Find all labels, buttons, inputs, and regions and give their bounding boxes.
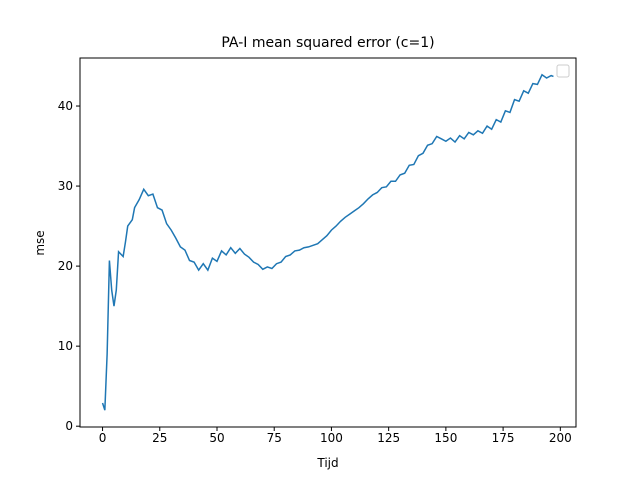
y-tick-label: 0 (65, 419, 73, 433)
plot-frame (79, 57, 577, 428)
data-line (101, 73, 554, 411)
x-axis-label: Tijd (316, 456, 338, 470)
x-tick-label: 50 (209, 431, 224, 445)
x-tick-label: 200 (549, 431, 572, 445)
x-tick-label: 75 (267, 431, 282, 445)
x-tick-label: 150 (434, 431, 457, 445)
x-tick-label: 125 (377, 431, 400, 445)
chart-title: PA-I mean squared error (c=1) (221, 35, 434, 51)
y-tick-label: 10 (58, 339, 73, 353)
x-tick-label: 175 (492, 431, 515, 445)
legend (556, 64, 570, 78)
x-tick-label: 25 (152, 431, 167, 445)
x-tick-label: 100 (320, 431, 343, 445)
x-tick-label: 0 (99, 431, 107, 445)
y-tick-label: 20 (58, 259, 73, 273)
y-axis-label: mse (33, 230, 47, 255)
y-tick-label: 30 (58, 179, 73, 193)
y-tick-label: 40 (58, 99, 73, 113)
